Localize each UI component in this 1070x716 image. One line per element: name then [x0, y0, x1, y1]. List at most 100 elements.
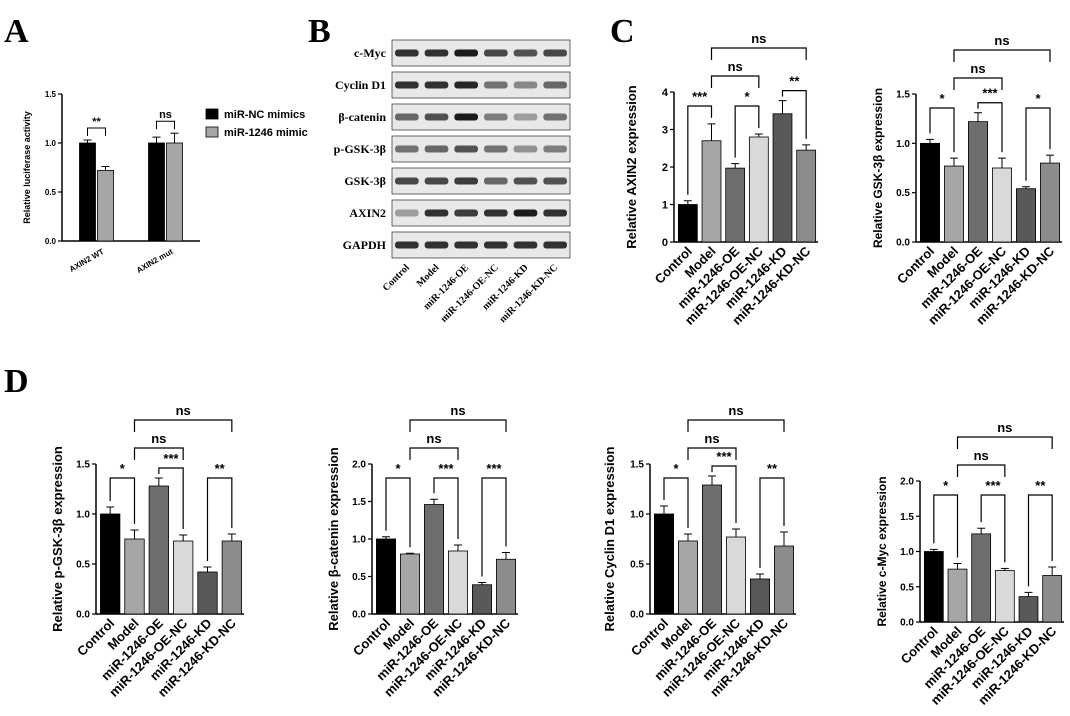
blot-band	[484, 177, 508, 185]
chart-a: 0.0 0.5 1.0 1.5 Relative luciferase activity…	[22, 90, 308, 275]
blot-lane-label: Model	[415, 262, 442, 289]
y-axis-label: Relative p-GSK-3β expression	[50, 446, 65, 632]
bar	[1040, 162, 1061, 243]
bar	[221, 540, 242, 615]
significance-bracket	[206, 477, 233, 561]
blot-strip	[391, 71, 571, 99]
y-tick-label: 0.5	[352, 572, 366, 583]
y-tick-label: 0	[662, 237, 668, 249]
y-tick-label: 1.5	[352, 497, 366, 508]
significance-label: ns	[176, 403, 191, 418]
bar	[678, 540, 699, 615]
significance-bracket	[929, 107, 955, 153]
bar	[423, 504, 444, 615]
bar	[79, 142, 96, 242]
blot-band	[395, 241, 419, 249]
significance-bracket	[956, 436, 1053, 449]
significance-label: **	[92, 116, 101, 128]
significance-label: ***	[163, 451, 179, 466]
significance-bracket	[759, 477, 785, 568]
blot-band	[424, 113, 449, 121]
bar	[1042, 575, 1063, 623]
y-tick-label: 1.0	[45, 139, 57, 148]
significance-bracket	[977, 102, 1003, 153]
y-axis-label: Relative c-Myc expression	[875, 476, 889, 626]
y-tick-label: 0.5	[900, 582, 914, 593]
significance-label: ***	[438, 461, 454, 476]
significance-label: *	[943, 478, 949, 493]
bar	[947, 568, 968, 623]
chart-d2: 0.0 0.5 1.0 1.5 2.0 Relative β-catenin expres…	[326, 403, 518, 700]
significance-bracket	[687, 105, 713, 195]
significance-label: ***	[486, 461, 502, 476]
significance-label: *	[673, 461, 679, 476]
blot-band	[543, 241, 567, 249]
significance-bracket	[781, 90, 807, 139]
significance-bracket	[734, 105, 760, 158]
y-tick-label: 0.5	[45, 188, 57, 197]
blot-band	[484, 209, 508, 217]
y-tick-label: 0.0	[896, 238, 910, 249]
bar	[796, 149, 817, 243]
blot-lane-label: Control	[381, 262, 412, 293]
bar	[654, 513, 675, 615]
bar	[923, 551, 944, 623]
bar	[148, 485, 169, 615]
blot-strip	[391, 167, 571, 195]
bar	[772, 113, 793, 243]
bar	[1016, 188, 1037, 243]
significance-bracket	[481, 477, 507, 577]
blot-protein-label: AXIN2	[349, 206, 386, 220]
x-tick-label: AXIN2 WT	[68, 247, 106, 274]
chart-d3: 0.0 0.5 1.0 1.5 Relative Cyclin D1 expressio…	[602, 403, 796, 700]
bar	[677, 204, 698, 243]
y-tick-label: 3	[662, 124, 668, 136]
y-axis-label: Relative GSK-3β expression	[871, 88, 885, 248]
y-tick-label: 0.5	[896, 188, 910, 199]
bar	[725, 167, 746, 243]
y-tick-label: 0.0	[900, 618, 914, 629]
significance-label: **	[1035, 478, 1046, 493]
y-tick-label: 0.0	[352, 610, 366, 621]
y-tick-label: 1.0	[896, 139, 910, 150]
significance-bracket	[710, 47, 807, 60]
y-tick-label: 1.5	[900, 512, 914, 523]
y-tick-label: 1.5	[630, 460, 644, 471]
blot-band	[454, 49, 478, 57]
significance-label: ***	[692, 89, 708, 104]
blot-band	[454, 241, 478, 249]
blot-protein-label: GSK-3β	[344, 174, 386, 188]
blot-band	[424, 81, 449, 89]
y-tick-label: 4	[662, 87, 669, 99]
legend-swatch	[205, 126, 219, 138]
y-tick-label: 1.0	[76, 510, 90, 521]
significance-bracket	[711, 465, 737, 523]
blot-band	[395, 81, 419, 89]
y-tick-label: 2	[662, 162, 668, 174]
blot-band	[454, 145, 478, 153]
y-tick-label: 1.5	[76, 460, 90, 471]
significance-label: ns	[159, 109, 172, 121]
blot-band	[513, 81, 538, 89]
blot-band	[484, 81, 508, 89]
blot-band	[513, 49, 538, 57]
bar	[97, 170, 114, 242]
significance-label: ns	[994, 33, 1009, 48]
bar	[173, 540, 194, 615]
bar	[375, 538, 396, 615]
legend-swatch	[205, 108, 219, 120]
blot-band	[513, 177, 538, 185]
significance-label: *	[1035, 91, 1041, 106]
blot-band	[513, 241, 538, 249]
blot-band	[395, 209, 419, 217]
bar	[124, 538, 145, 615]
significance-bracket	[1025, 107, 1051, 181]
significance-label: ***	[982, 86, 998, 101]
blot-band	[543, 177, 567, 185]
significance-label: ns	[751, 31, 766, 46]
chart-d1: 0.0 0.5 1.0 1.5 Relative p-GSK-3β expression…	[50, 403, 244, 700]
bar	[968, 121, 989, 243]
significance-label: ns	[450, 403, 465, 418]
blot-protein-label: c-Myc	[354, 46, 387, 60]
